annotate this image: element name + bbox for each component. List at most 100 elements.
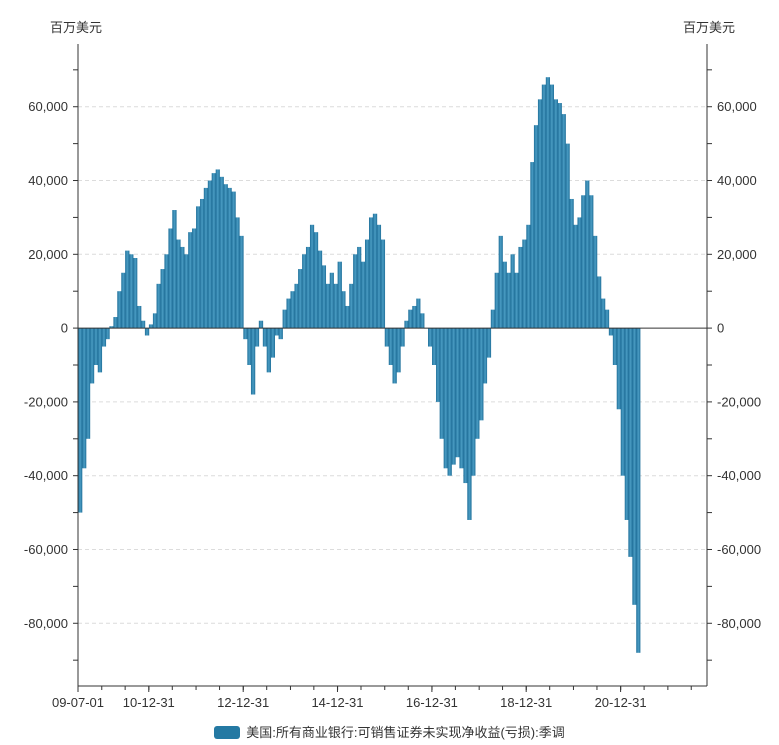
data-bar xyxy=(467,328,472,520)
data-bar xyxy=(266,328,272,373)
y-tick-label-right: -40,000 xyxy=(717,468,761,483)
data-bar xyxy=(125,250,130,329)
data-bar xyxy=(239,235,244,329)
data-bar xyxy=(451,328,456,465)
y-tick-label-right: 40,000 xyxy=(717,173,757,188)
data-bar xyxy=(141,320,146,329)
legend-label: 美国:所有商业银行:可销售证券未实现净收益(亏损):季调 xyxy=(246,725,565,740)
data-bar xyxy=(105,328,110,340)
data-bar xyxy=(463,328,468,484)
data-bar xyxy=(231,191,236,329)
data-bar xyxy=(152,313,157,329)
data-bar xyxy=(549,84,554,329)
data-bar xyxy=(553,99,558,329)
y-tick-label-left: -60,000 xyxy=(24,542,68,557)
data-bar xyxy=(439,328,444,439)
x-tick-label: 10-12-31 xyxy=(123,695,175,710)
x-tick-label: 14-12-31 xyxy=(311,695,363,710)
data-bar xyxy=(604,309,610,329)
data-bar xyxy=(282,309,287,329)
x-tick-label: 18-12-31 xyxy=(500,695,552,710)
y-tick-label-right: -80,000 xyxy=(717,616,761,631)
data-bar xyxy=(180,246,185,329)
data-bar xyxy=(545,77,550,329)
data-bar xyxy=(436,328,440,402)
data-bar xyxy=(494,272,499,329)
data-bar xyxy=(337,261,342,329)
y-tick-label-right: -60,000 xyxy=(717,542,761,557)
data-bar xyxy=(129,254,134,329)
data-bar xyxy=(404,320,409,329)
data-bar xyxy=(270,328,276,358)
data-bar xyxy=(160,269,165,329)
y-tick-label-left: -20,000 xyxy=(24,394,68,409)
data-bar xyxy=(412,305,417,329)
data-bar xyxy=(569,198,574,329)
data-bar xyxy=(101,328,107,347)
data-bar xyxy=(258,320,264,329)
data-bar xyxy=(522,239,527,329)
x-tick-label: 20-12-31 xyxy=(595,695,647,710)
data-bar xyxy=(486,328,492,358)
data-bar xyxy=(384,328,390,347)
legend[interactable]: 美国:所有商业银行:可销售证券未实现净收益(亏损):季调 xyxy=(0,722,779,741)
y-tick-label-left: -80,000 xyxy=(24,616,68,631)
data-bar xyxy=(196,206,201,329)
data-bar xyxy=(133,258,138,329)
data-bar xyxy=(593,235,598,329)
data-bar xyxy=(302,254,307,329)
data-bar xyxy=(376,224,382,329)
data-bar xyxy=(471,328,476,476)
left-axis-unit: 百万美元 xyxy=(50,20,103,35)
y-tick-label-right: 60,000 xyxy=(717,99,757,114)
data-bar xyxy=(215,169,220,329)
data-bar xyxy=(298,269,303,329)
data-bar xyxy=(156,283,161,329)
data-bar xyxy=(533,125,539,329)
data-bar xyxy=(577,217,582,329)
data-bar xyxy=(168,228,173,329)
data-bar xyxy=(624,328,629,520)
data-bar xyxy=(510,254,515,329)
data-bar xyxy=(117,291,122,329)
data-bar xyxy=(475,328,480,439)
data-bar xyxy=(274,328,279,336)
data-bar xyxy=(262,328,267,347)
data-bar xyxy=(349,283,354,329)
data-bar xyxy=(596,276,602,329)
y-tick-label-left: -40,000 xyxy=(24,468,68,483)
data-bar xyxy=(247,328,252,365)
data-bar xyxy=(360,261,366,329)
data-bar xyxy=(518,246,523,329)
data-bar xyxy=(616,328,622,410)
data-bar xyxy=(172,210,177,329)
data-bar xyxy=(600,298,606,329)
data-bar xyxy=(188,232,193,329)
data-bar xyxy=(89,328,95,384)
data-bar xyxy=(227,187,232,329)
data-bar xyxy=(317,250,323,329)
data-bar xyxy=(479,328,484,421)
data-bar xyxy=(325,283,331,329)
data-bar xyxy=(498,235,503,329)
data-bar xyxy=(428,328,433,347)
y-tick-label-left: 20,000 xyxy=(28,247,68,262)
data-bar xyxy=(144,328,150,336)
data-bar xyxy=(333,283,338,329)
y-tick-label-right: 0 xyxy=(717,321,724,336)
data-bar xyxy=(502,261,507,329)
data-bar xyxy=(78,328,83,513)
data-bar xyxy=(432,328,437,365)
data-bar xyxy=(483,328,488,384)
data-bar xyxy=(286,298,291,329)
data-bar xyxy=(341,291,346,329)
data-bar xyxy=(97,328,103,373)
data-bar xyxy=(164,254,169,329)
data-bar xyxy=(388,328,393,365)
data-bar xyxy=(294,283,299,329)
data-bar xyxy=(109,326,114,329)
data-bar xyxy=(541,84,547,329)
data-bar xyxy=(203,187,209,329)
data-bar xyxy=(368,217,374,329)
data-bar xyxy=(200,198,205,329)
